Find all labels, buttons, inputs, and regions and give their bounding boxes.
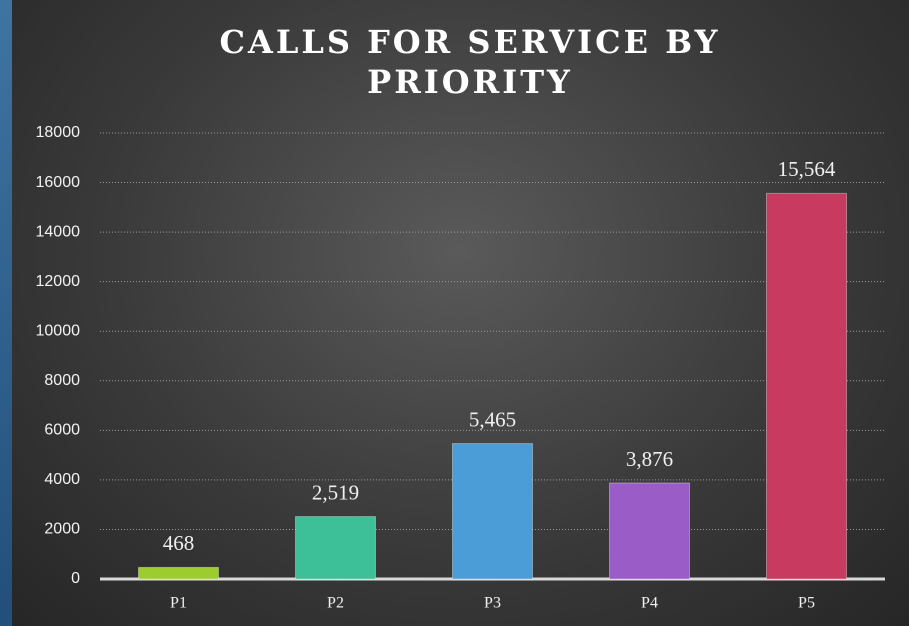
x-tick-label: P2	[327, 595, 344, 612]
x-tick-label: P3	[484, 595, 501, 612]
y-tick-label: 16000	[36, 174, 81, 191]
y-tick-label: 6000	[44, 422, 80, 439]
bar	[609, 482, 690, 580]
x-tick-label: P5	[798, 595, 815, 612]
data-label: 3,876	[626, 447, 673, 471]
y-tick-label: 18000	[36, 124, 81, 141]
data-label: 468	[163, 531, 195, 555]
bar	[766, 192, 847, 580]
chart-title: CALLS FOR SERVICE BY PRIORITY	[219, 23, 721, 101]
y-tick-label: 4000	[44, 471, 80, 488]
y-tick-label: 14000	[36, 223, 81, 240]
bar	[452, 443, 533, 580]
data-label: 2,519	[312, 480, 359, 504]
bar	[138, 566, 219, 580]
data-label: 15,564	[778, 157, 836, 181]
bar	[295, 516, 376, 580]
y-tick-label: 12000	[36, 273, 81, 290]
data-label: 5,465	[469, 407, 516, 431]
y-tick-label: 10000	[36, 322, 81, 339]
x-tick-label: P4	[641, 595, 658, 612]
y-tick-label: 2000	[44, 521, 80, 538]
x-tick-label: P1	[170, 595, 187, 612]
y-tick-label: 0	[71, 570, 80, 587]
y-tick-label: 8000	[44, 372, 80, 389]
